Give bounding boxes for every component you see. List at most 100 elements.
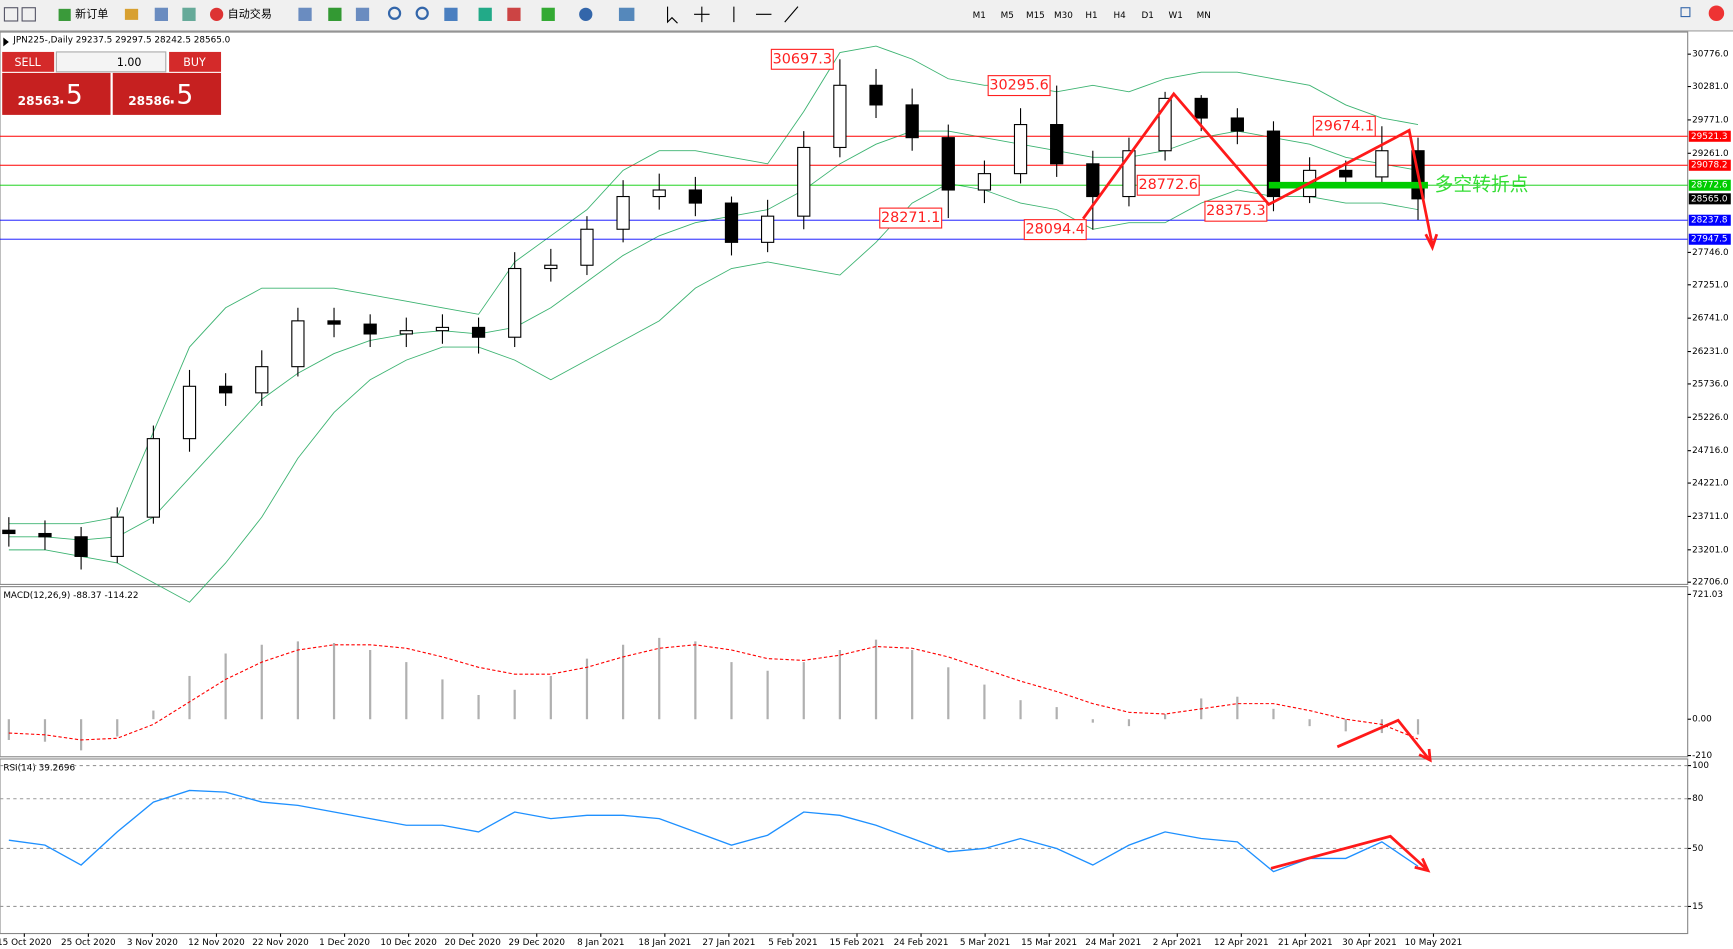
candle-body — [1194, 97, 1208, 119]
candle-body — [724, 202, 739, 243]
y-tick-label: 22706.0 — [1692, 578, 1729, 588]
bollinger-band — [8, 182, 1419, 603]
annotation-box — [1136, 174, 1200, 196]
toolbar-button[interactable]: 自动交易 — [228, 6, 272, 20]
candle-body — [905, 104, 919, 139]
trade-panel — [2, 51, 222, 115]
timeframe-bar: M1 M5 M15 M30 H1 H4 D1 W1 MN — [973, 11, 1211, 21]
last-price-label: 28565.0 — [1691, 194, 1728, 204]
y-tick-label: 23201.0 — [1692, 545, 1729, 555]
candle-body — [399, 330, 413, 335]
y-tick-label: 30281.0 — [1692, 82, 1729, 92]
y-tick-label: 721.03 — [1692, 590, 1723, 600]
x-tick-label: 10 May 2021 — [1405, 938, 1463, 948]
macd-pane — [0, 586, 1689, 758]
y-tick-label: 30776.0 — [1692, 50, 1729, 60]
x-tick-label: 21 Apr 2021 — [1278, 938, 1333, 948]
annotation-box — [1204, 200, 1268, 222]
candle-body — [1339, 169, 1353, 178]
buy-price-fraction[interactable]: .5 — [168, 80, 193, 111]
x-tick-label: 5 Feb 2021 — [768, 938, 817, 948]
x-tick-label: 30 Apr 2021 — [1342, 938, 1397, 948]
drawn-arrows — [1082, 91, 1439, 873]
rsi-line — [8, 789, 1419, 873]
candle-body — [544, 264, 558, 270]
level-label-bg — [1688, 179, 1731, 191]
level-label-bg — [1688, 214, 1731, 226]
y-tick-label: 24221.0 — [1692, 479, 1729, 489]
y-tick-label: 0.00 — [1692, 715, 1712, 725]
rsi-pane — [0, 758, 1689, 935]
toolbar — [0, 0, 1733, 31]
timeframe-button[interactable]: M1 — [973, 11, 986, 21]
x-tick-label: 25 Oct 2020 — [61, 938, 116, 948]
buy-price[interactable]: 28586 — [128, 94, 170, 108]
x-tick-label: 15 Oct 2020 — [0, 938, 52, 948]
y-tick-label: 100 — [1692, 761, 1709, 771]
y-tick-label: 27251.0 — [1692, 280, 1729, 290]
candle-body — [580, 228, 594, 266]
timeframe-button[interactable]: MN — [1197, 11, 1211, 21]
annotation: 28375.3 — [1206, 203, 1265, 219]
candle-body — [1050, 124, 1064, 165]
sell-price[interactable]: 28563 — [18, 94, 60, 108]
timeframe-button[interactable]: M30 — [1054, 11, 1073, 21]
timeframe-button[interactable]: M5 — [1001, 11, 1014, 21]
x-tick-label: 8 Jan 2021 — [577, 938, 624, 948]
y-tick-label: 15 — [1692, 902, 1703, 912]
annotation: 28772.6 — [1139, 177, 1198, 193]
candle-body — [1086, 163, 1100, 198]
level-label: 27947.5 — [1691, 235, 1728, 245]
toolbar-button[interactable]: 新订单 — [75, 6, 108, 20]
y-tick-label: 25226.0 — [1692, 413, 1729, 423]
bollinger-band — [8, 45, 1419, 525]
candle-body — [327, 320, 341, 325]
y-tick-label: 29261.0 — [1692, 149, 1729, 159]
plot-layer: 30776.0 30281.0 29771.0 29261.0 27746.0 27251… — [0, 45, 1731, 948]
y-tick-label: 80 — [1692, 794, 1704, 804]
y-tick-label: 26741.0 — [1692, 314, 1729, 324]
candle-body — [508, 267, 522, 338]
level-label: 29521.3 — [1691, 132, 1728, 142]
macd-title: MACD(12,26,9) -88.37 -114.22 — [3, 591, 138, 601]
lot-input[interactable]: 1.00 — [117, 56, 142, 69]
candle-body — [833, 84, 847, 149]
annotation: 28094.4 — [1026, 222, 1085, 238]
candle-body — [182, 385, 197, 440]
candle-body — [977, 173, 992, 191]
timeframe-button[interactable]: W1 — [1169, 11, 1183, 21]
candle-body — [869, 84, 883, 106]
candle-body — [688, 189, 702, 204]
annotation-box — [1312, 115, 1376, 137]
candle-body — [652, 189, 666, 198]
candle-body — [616, 195, 630, 230]
y-tick-label: 24716.0 — [1692, 446, 1729, 456]
buy-button[interactable]: BUY — [183, 56, 206, 69]
last-price-bg — [1688, 193, 1731, 205]
x-tick-label: 1 Dec 2020 — [319, 938, 370, 948]
timeframe-button[interactable]: D1 — [1141, 11, 1153, 21]
x-tick-label: 15 Feb 2021 — [830, 938, 885, 948]
candle-body — [363, 323, 377, 335]
candle-body — [219, 385, 233, 394]
pivot-note: 多空转折点 — [1435, 174, 1529, 196]
timeframe-button[interactable]: H1 — [1085, 11, 1097, 21]
candle-body — [146, 438, 161, 518]
timeframe-button[interactable]: H4 — [1113, 11, 1126, 21]
candle-body — [797, 146, 811, 217]
x-tick-label: 12 Apr 2021 — [1214, 938, 1269, 948]
x-tick-label: 18 Jan 2021 — [638, 938, 691, 948]
candle-body — [941, 137, 955, 191]
candle-body — [1266, 130, 1281, 198]
candle-body — [471, 326, 486, 338]
chart-header: JPN225-,Daily 29237.5 29297.5 28242.5 28… — [12, 35, 230, 45]
sell-price-fraction[interactable]: .5 — [57, 80, 82, 111]
candle-body — [2, 529, 16, 535]
annotation-box — [879, 207, 943, 229]
level-label-bg — [1688, 130, 1731, 142]
x-tick-label: 24 Feb 2021 — [894, 938, 949, 948]
timeframe-button[interactable]: M15 — [1026, 11, 1045, 21]
annotation: 29674.1 — [1315, 118, 1374, 134]
sell-button[interactable]: SELL — [14, 56, 41, 69]
